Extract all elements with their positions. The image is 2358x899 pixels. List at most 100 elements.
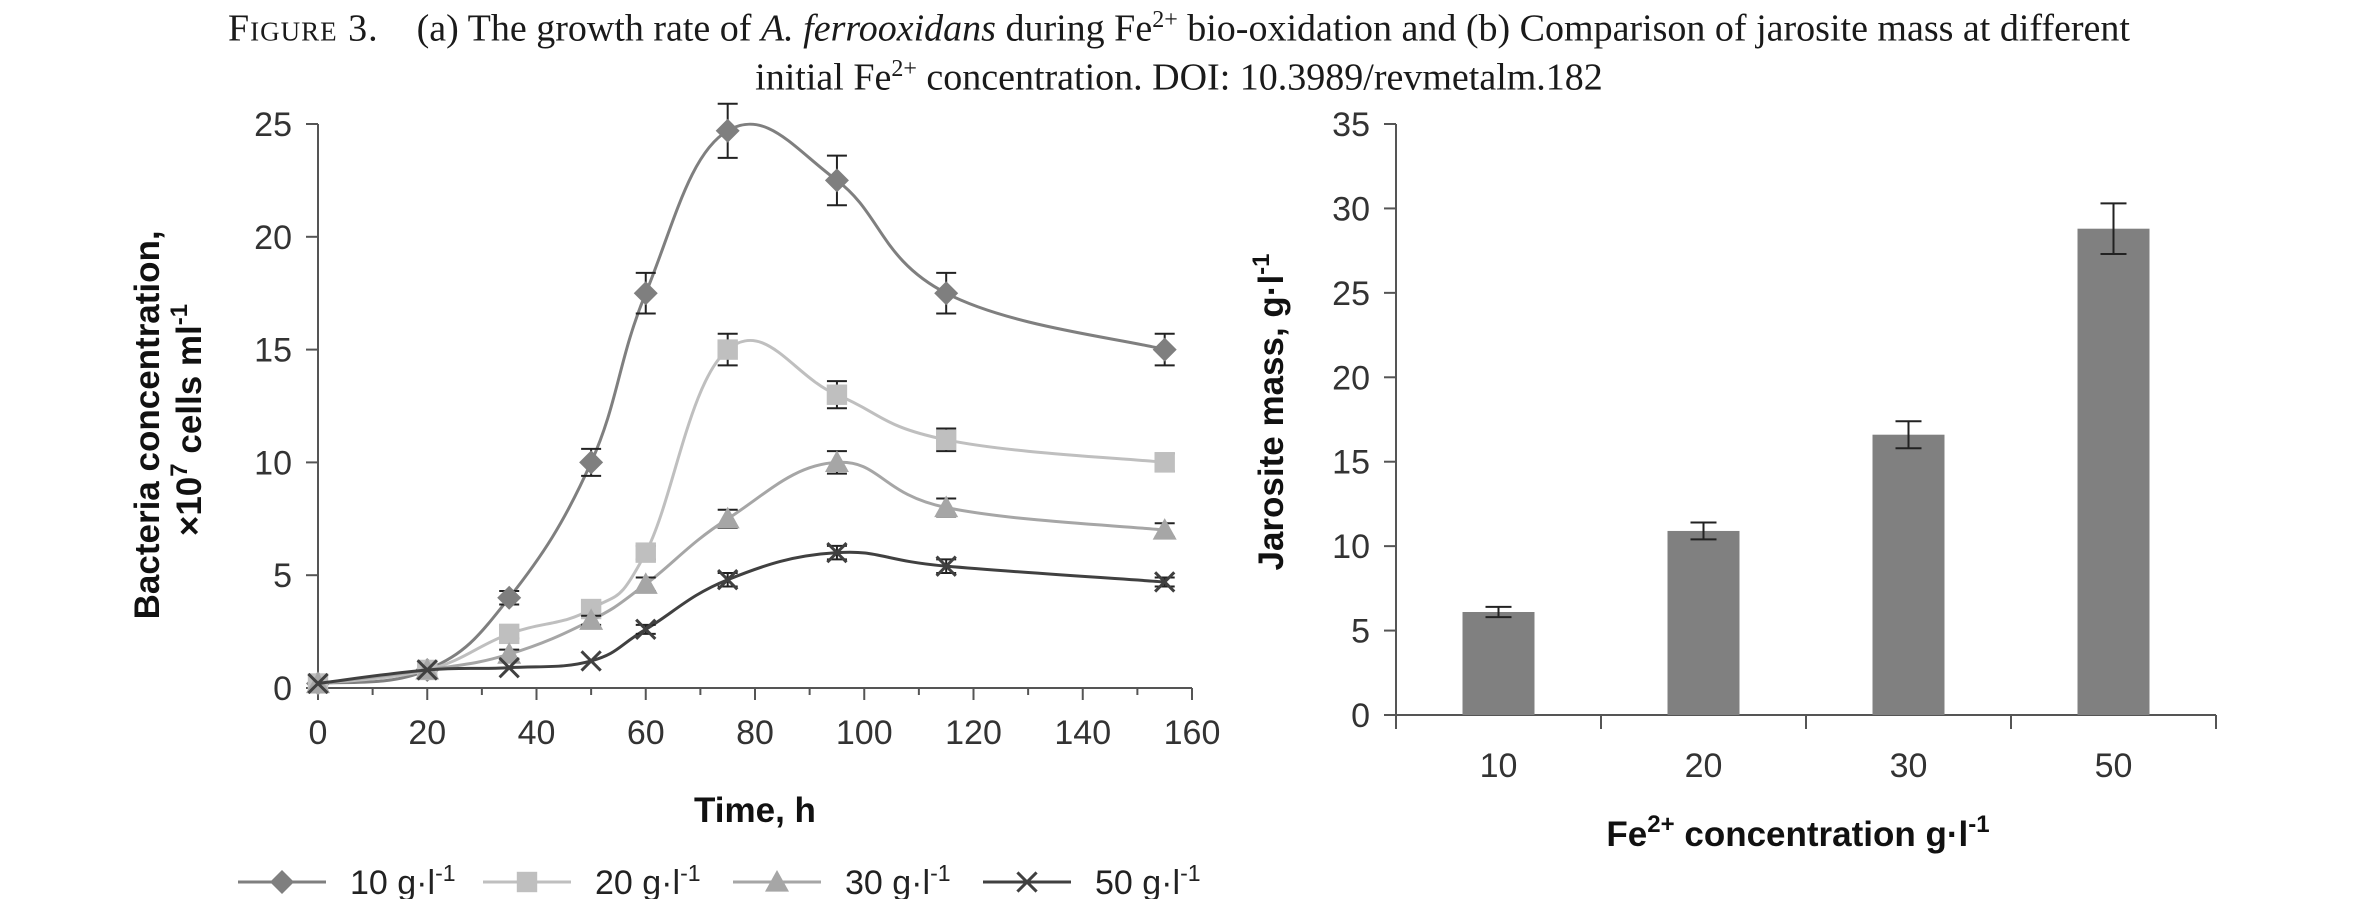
legend-label-base: 30 g·l [845,864,930,899]
line-chart-y-axis-title-line-2: ×107 cells ml-1 [166,304,209,536]
data-point-triangle [1152,518,1177,540]
caption-sup-2: 2+ [891,55,917,82]
line-x-tick-label: 80 [736,714,774,752]
caption-label: Figure 3. [228,7,379,50]
data-point-triangle [497,642,522,664]
data-point-square [935,429,957,451]
line-chart-legend: 10 g·l-1 20 g·l-1 30 g·l-1 50 g·l-1 [238,860,1201,899]
bar-y-tick-label: 15 [1332,444,1370,482]
bar-chart-x-axis-title: Fe2+ concentration g·l-1 [1606,811,1989,854]
data-point-diamond [633,281,658,306]
bar-y-tick-label: 10 [1332,528,1370,566]
data-point-x-stroke [580,650,602,672]
caption-line-1: Figure 3. (a) The growth rate of A. ferr… [0,0,2358,49]
bar-chart-bars: 10 20 30 50 [1462,202,2150,785]
line-y-tick-label: 25 [254,106,292,144]
line-x-tick-label: 40 [518,714,556,752]
bar-y-tick-label: 30 [1332,190,1370,228]
bar-category-label: 30 [1890,747,1928,785]
data-point-square [717,339,738,360]
legend-label: 30 g·l-1 [845,860,951,899]
legend-label: 50 g·l-1 [1095,860,1201,899]
data-point-square [516,871,538,893]
data-point-diamond [270,870,294,894]
data-point-square [826,384,848,405]
y-title-sup-2: -1 [166,304,193,325]
data-point-x [498,657,520,679]
data-point-x [935,555,957,577]
line-chart-y-axis-title-line-1: Bacteria concentration, [128,230,167,619]
y-title-base: ×10 [170,477,209,536]
data-point-x-stroke [1016,871,1038,893]
data-point-triangle [715,506,740,529]
caption-sup-1: 2+ [1152,7,1178,33]
data-point-x-stroke [307,672,329,695]
line-x-tick-label: 20 [408,714,446,752]
line-x-tick-label: 120 [945,714,1002,752]
line-y-tick-label: 15 [254,332,292,370]
data-point-diamond [1152,337,1177,362]
legend-entry-4: 50 g·l-1 [983,860,1201,899]
data-point-x [580,650,602,672]
data-point-x-stroke [826,541,848,564]
line-y-tick-label: 10 [254,444,292,482]
bar-10 [1462,611,1535,715]
line-x-tick-label: 160 [1164,714,1221,752]
legend-label: 20 g·l-1 [595,860,701,899]
legend-label-base: 20 g·l [595,864,680,899]
legend-label-sup: -1 [1180,860,1200,886]
caption-text-3: bio-oxidation and (b) Comparison of jaro… [1177,7,2130,50]
line-x-tick-label: 0 [309,714,328,752]
series-line [317,122,1166,685]
data-point-x-stroke [1154,571,1176,593]
line-x-tick-label: 60 [627,714,665,752]
data-point-x [717,569,739,591]
line-series-4 [307,541,1176,695]
bar-y-tick-label: 5 [1351,613,1370,651]
bar-50 [2077,228,2150,716]
figure-caption: Figure 3. (a) The growth rate of A. ferr… [0,0,2358,97]
caption-text-2: during Fe [995,7,1153,50]
caption-text-1: (a) The growth rate of [416,7,761,50]
y-title-rest: cells ml [170,325,209,463]
legend-label-base: 50 g·l [1095,864,1180,899]
data-point-triangle [934,495,959,518]
series-line [317,339,1165,685]
bar-30 [1872,434,1945,715]
bar-y-tick-label: 35 [1332,106,1370,144]
data-point-x-stroke [935,555,957,577]
data-point-x [1016,871,1038,893]
data-point-diamond [824,168,849,193]
bar-x-title-sup: 2+ [1647,811,1674,838]
legend-entry-1: 10 g·l-1 [238,860,456,899]
line-chart-y-axis-title: Bacteria concentration, ×107 cells ml-1 [128,221,209,620]
caption-species: A. ferrooxidans [760,7,996,50]
data-point-square [498,623,520,645]
line-chart-x-axis-title: Time, h [694,791,816,830]
data-point-diamond [934,281,959,306]
data-point-x [307,672,329,695]
bar-y-tick-label: 0 [1351,697,1370,735]
data-point-x-stroke [717,569,739,591]
legend-label-base: 10 g·l [350,864,435,899]
bar-chart-panel-b: 0 5 10 15 20 25 30 35 10 20 30 50 Fe2+ concentrati… [1248,106,2217,854]
legend-label-sup: -1 [680,860,700,886]
legend-entry-3: 30 g·l-1 [733,860,951,899]
line-series-3 [306,450,1177,694]
bar-x-title-sup-2: -1 [1968,811,1989,838]
line-series-2 [307,332,1175,694]
data-point-x [635,618,657,641]
bar-y-tick-label: 25 [1332,275,1370,313]
legend-label-sup: -1 [930,860,950,886]
bar-y-title-sup: -1 [1248,253,1275,274]
caption-text-4: initial Fe [755,56,892,99]
data-point-x [826,541,848,564]
data-point-triangle [824,450,849,472]
data-point-diamond [497,585,522,610]
line-y-tick-label: 0 [273,670,292,708]
bar-category-label: 50 [2095,747,2133,785]
bar-y-tick-label: 20 [1332,359,1370,397]
data-point-diamond [579,450,604,475]
